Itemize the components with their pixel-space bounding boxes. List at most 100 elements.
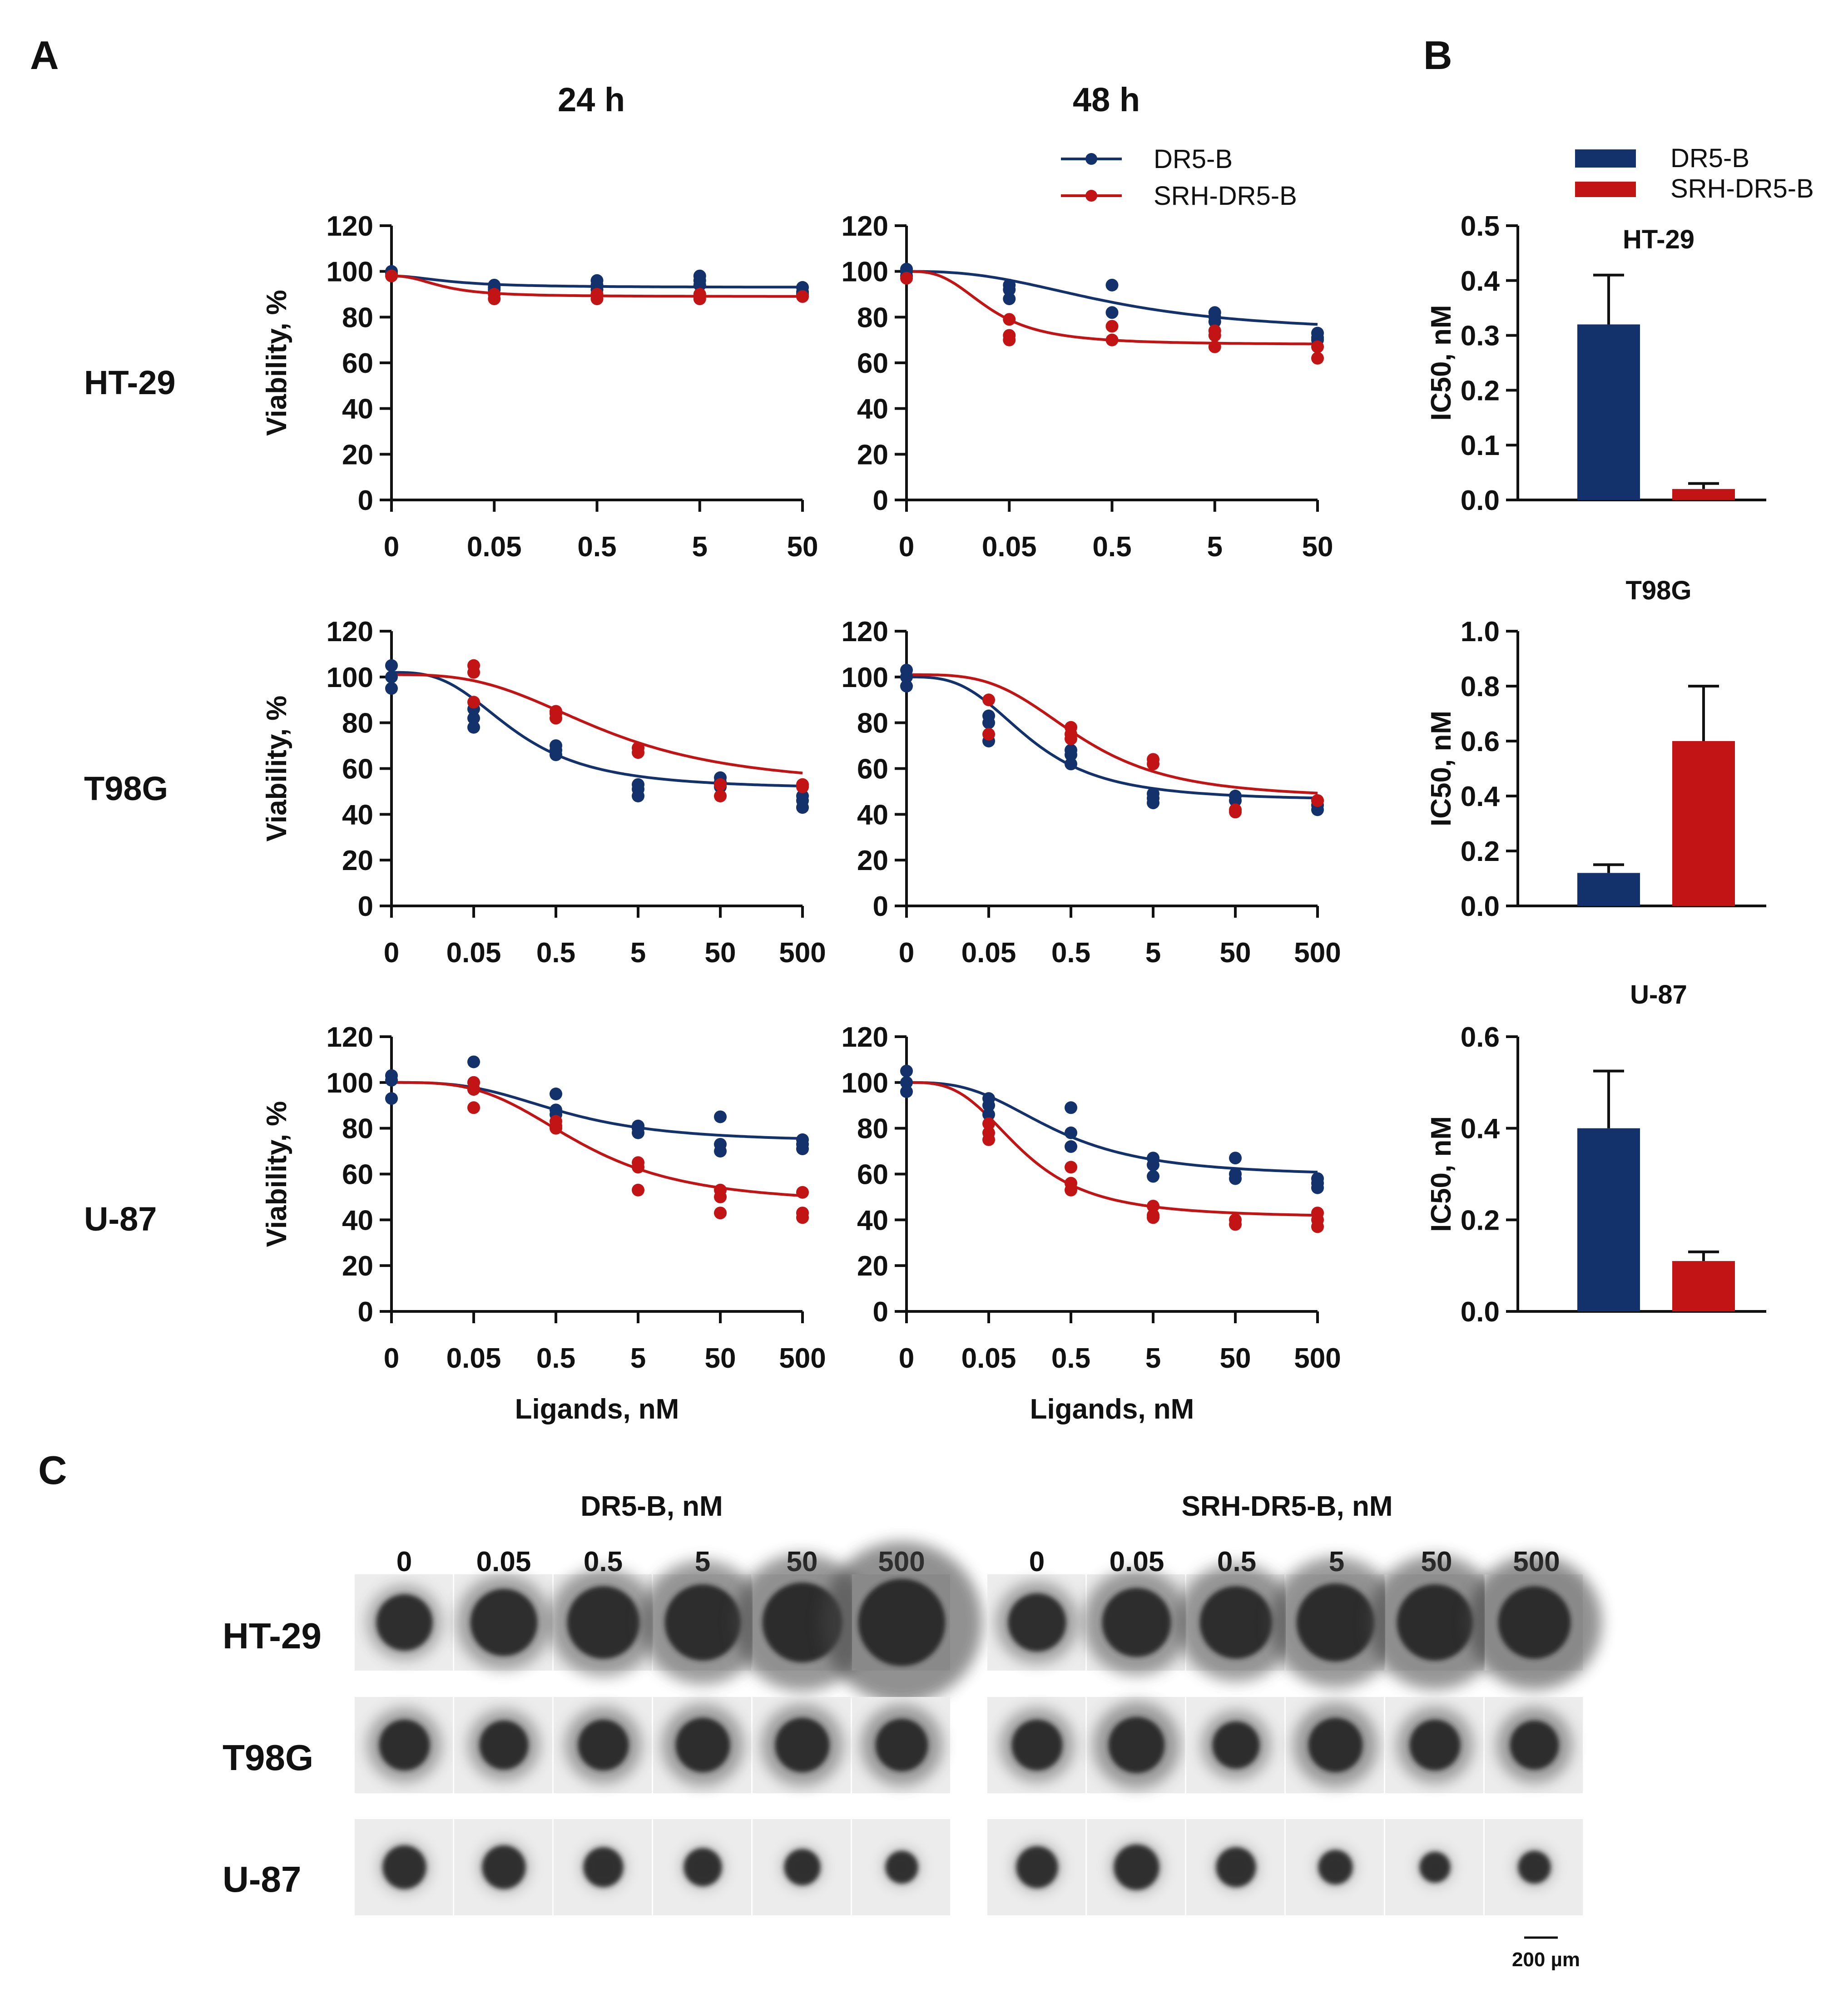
fit-curve-srh <box>391 1081 803 1197</box>
y-tick-label: 0.0 <box>1461 1296 1500 1328</box>
y-tick-label: 60 <box>342 754 373 785</box>
panel-label-b: B <box>1423 33 1452 78</box>
y-tick-label: 120 <box>327 616 373 648</box>
data-point-srh <box>1311 794 1324 807</box>
bar-chart-title: U-87 <box>1630 980 1687 1009</box>
spheroid <box>1318 1850 1353 1884</box>
spheroid <box>1212 1721 1260 1769</box>
spheroid <box>1518 1851 1551 1884</box>
data-point-dr5b <box>1147 1170 1159 1183</box>
chart-ic50-ht29: HT-29 0.0 0.1 0.2 0.3 0.4 0.5 IC50, nM <box>1426 211 1766 516</box>
y-tick-label: 80 <box>342 302 373 333</box>
y-tick-label: 0.6 <box>1461 726 1500 757</box>
row-label-ht29: HT-29 <box>84 364 176 401</box>
data-point-srh <box>1311 1220 1324 1233</box>
spheroid <box>885 1851 918 1884</box>
y-tick-label: 60 <box>342 348 373 379</box>
bar-srh <box>1672 489 1735 500</box>
y-tick-label: 100 <box>327 662 373 693</box>
data-point-dr5b <box>1003 283 1016 296</box>
spheroid <box>762 1583 842 1662</box>
legend-swatch-bar-srh <box>1575 182 1636 197</box>
spheroid <box>1016 1846 1058 1888</box>
data-point-srh <box>1105 333 1119 346</box>
data-point-dr5b <box>467 712 480 725</box>
y-tick-label: 0 <box>873 485 888 516</box>
spheroid <box>1011 1720 1063 1770</box>
x-tick-label: 0 <box>384 937 399 969</box>
x-tick-label: 0.5 <box>1051 1343 1090 1374</box>
x-tick-label: 50 <box>1220 937 1251 969</box>
legend-ic50: DR5-B SRH-DR5-B <box>1575 143 1814 203</box>
legend-dose-response: DR5-B SRH-DR5-B <box>1061 144 1297 211</box>
x-tick-label: 0.5 <box>536 937 575 969</box>
data-point-dr5b <box>385 1073 398 1087</box>
x-tick-label: 50 <box>1302 531 1333 563</box>
data-point-srh <box>982 1133 995 1146</box>
data-point-srh <box>1229 806 1242 819</box>
y-tick-label: 80 <box>342 708 373 739</box>
data-point-srh <box>1229 1218 1242 1231</box>
spheroid <box>1308 1718 1363 1772</box>
data-point-dr5b <box>1003 292 1016 306</box>
data-point-srh <box>550 1122 562 1135</box>
spheroid <box>1199 1586 1273 1659</box>
bar-dr5b <box>1577 324 1640 500</box>
data-point-dr5b <box>1105 278 1119 292</box>
data-point-srh <box>467 696 480 709</box>
data-point-srh <box>1065 1183 1077 1197</box>
data-point-dr5b <box>900 1076 913 1089</box>
data-point-dr5b <box>385 670 398 683</box>
spheroid <box>376 1594 433 1651</box>
y-tick-label: 100 <box>842 662 888 693</box>
data-point-srh <box>1208 329 1221 342</box>
data-point-srh <box>796 1186 809 1199</box>
spheroid <box>578 1720 629 1770</box>
data-point-srh <box>982 1117 995 1130</box>
y-tick-label: 100 <box>842 1068 888 1099</box>
y-tick-label: 80 <box>857 302 888 333</box>
spheroid <box>470 1589 538 1656</box>
data-point-dr5b <box>1065 1101 1077 1114</box>
y-axis-title: IC50, nM <box>1426 711 1457 826</box>
x-tick-label: 0.05 <box>446 937 501 969</box>
y-tick-label: 100 <box>327 1068 373 1099</box>
y-tick-label: 0.2 <box>1461 836 1500 867</box>
y-tick-label: 0 <box>358 485 373 516</box>
data-point-srh <box>1147 1200 1159 1213</box>
data-point-dr5b <box>1311 803 1324 816</box>
x-tick-label: 50 <box>705 1343 736 1374</box>
data-point-dr5b <box>1208 315 1221 328</box>
spheroid-row-label-t98g: T98G <box>223 1737 313 1778</box>
data-point-srh <box>796 290 809 303</box>
bar-chart-title: T98G <box>1625 576 1691 605</box>
row-label-u87: U-87 <box>84 1200 157 1238</box>
y-tick-label: 20 <box>857 439 888 470</box>
data-point-srh <box>1208 340 1221 353</box>
legend-marker-dr5b <box>1085 153 1097 165</box>
panel-label-a: A <box>30 33 59 78</box>
chart-ic50-u87: U-87 0.0 0.2 0.4 0.6 IC50, nM <box>1426 980 1766 1328</box>
spheroid <box>482 1845 526 1889</box>
column-title-48h: 48 h <box>1073 81 1140 119</box>
legend-label-srh: SRH-DR5-B <box>1154 181 1297 211</box>
y-tick-label: 0.4 <box>1461 781 1500 812</box>
x-tick-label: 50 <box>1220 1343 1251 1374</box>
data-point-dr5b <box>385 659 398 672</box>
spheroid-group-title-srh: SRH-DR5-B, nM <box>1182 1491 1393 1522</box>
data-point-srh <box>550 712 562 725</box>
y-tick-label: 20 <box>857 845 888 876</box>
spheroid <box>479 1721 529 1770</box>
y-tick-label: 80 <box>857 1113 888 1145</box>
y-tick-label: 40 <box>342 1205 373 1236</box>
fit-curve-dr5b <box>907 675 1318 800</box>
y-tick-label: 20 <box>342 439 373 470</box>
legend-label-bar-srh: SRH-DR5-B <box>1670 174 1814 203</box>
y-tick-label: 1.0 <box>1461 616 1500 648</box>
spheroid-row-label-ht29: HT-29 <box>223 1616 322 1656</box>
y-tick-label: 120 <box>327 211 373 242</box>
y-tick-label: 20 <box>342 845 373 876</box>
x-tick-label: 5 <box>1145 937 1161 969</box>
data-point-dr5b <box>385 1092 398 1105</box>
legend-label-dr5b: DR5-B <box>1154 144 1233 174</box>
